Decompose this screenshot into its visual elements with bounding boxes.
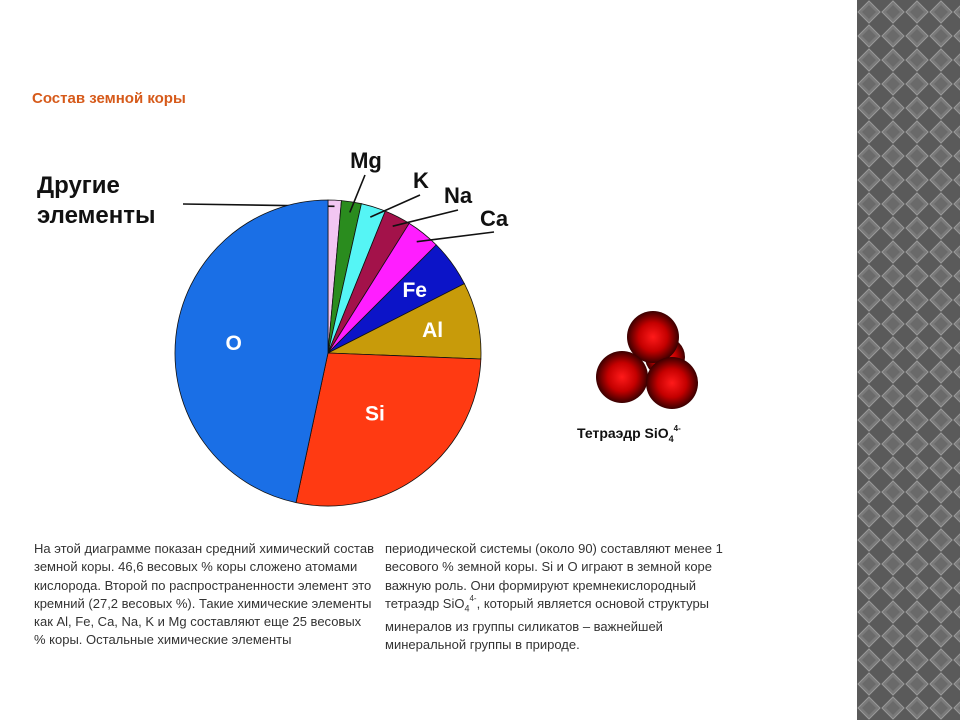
oxygen-atom-right <box>646 357 698 409</box>
leader-line-ca <box>416 231 495 243</box>
pie-label-other-line-1: Другие <box>37 172 120 199</box>
slide-title: Состав земной коры <box>32 90 186 107</box>
pie-label-k: K <box>413 168 429 193</box>
pie-chart: Другие элементы Mg K Na Ca Fe Al Si O <box>37 150 509 507</box>
pie-label-si: Si <box>365 402 385 425</box>
leader-line-na <box>392 209 459 227</box>
pie-label-other-line-2: элементы <box>37 202 155 229</box>
oxygen-atom-top <box>627 311 679 363</box>
description-paragraph-right: периодической системы (около 90) составл… <box>385 541 723 653</box>
pie-label-fe: Fe <box>402 279 427 302</box>
tetrahedron-figure <box>596 311 698 409</box>
pie-label-ca: Ca <box>480 206 509 231</box>
oxygen-atom-left <box>596 351 648 403</box>
decorative-side-pattern <box>857 0 960 720</box>
pie-label-o: O <box>226 332 242 355</box>
pie-label-na: Na <box>444 183 473 208</box>
pie-label-mg: Mg <box>350 150 382 173</box>
pie-label-al: Al <box>422 319 443 342</box>
leader-line-k <box>369 194 421 218</box>
leader-line-mg <box>349 174 366 213</box>
pie-slice-o <box>174 199 329 504</box>
pie-slice-si <box>295 352 482 507</box>
tetrahedron-caption: Тетраэдр SiO44- <box>577 424 681 444</box>
description-paragraph-left: На этой диаграмме показан средний химиче… <box>34 541 374 648</box>
